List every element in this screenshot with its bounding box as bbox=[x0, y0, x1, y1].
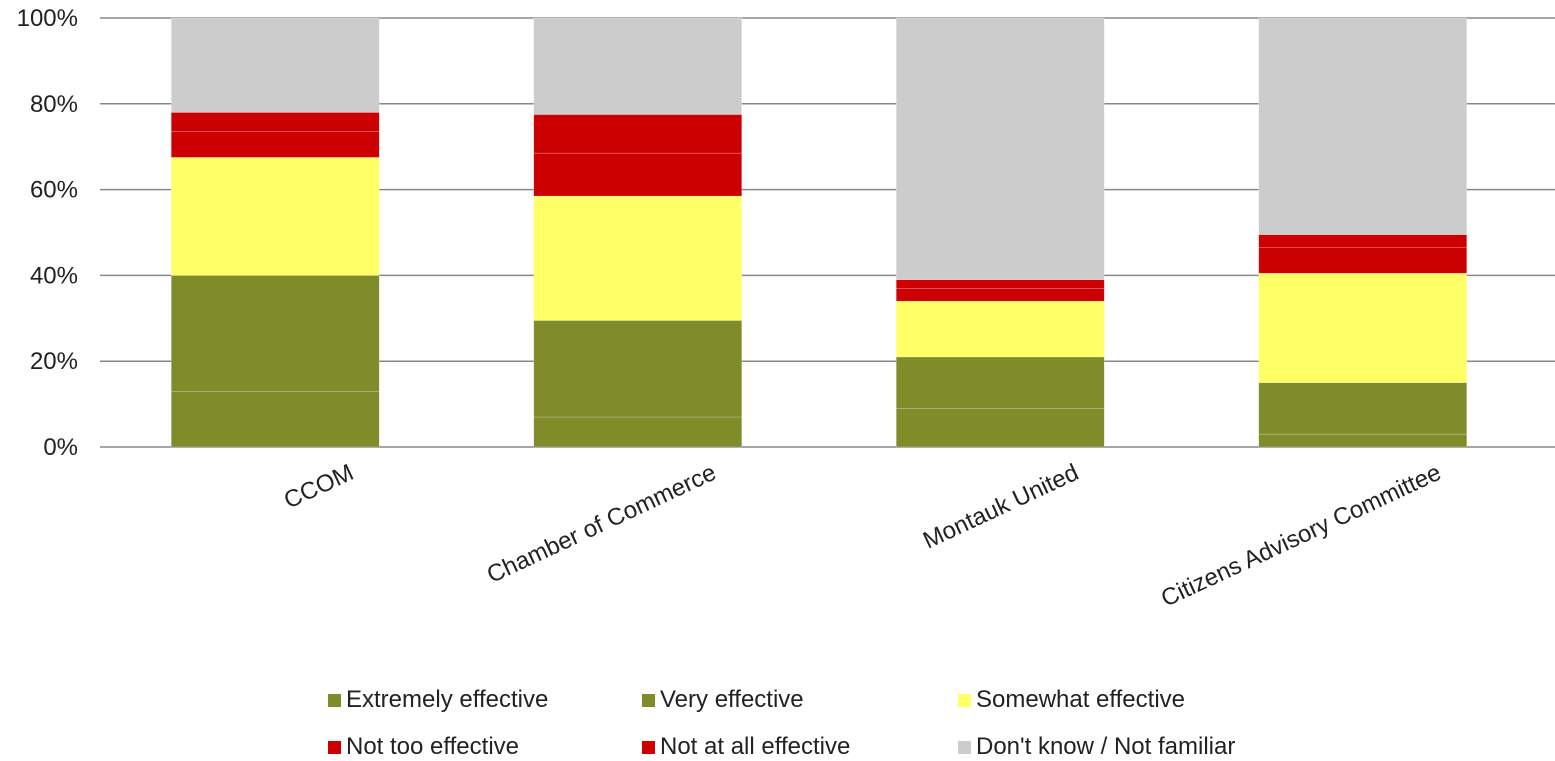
bar-segment-not-too-effective bbox=[1258, 247, 1468, 274]
y-tick-label: 0% bbox=[43, 434, 78, 461]
bar-segment-not-at-all-effective bbox=[533, 114, 743, 154]
bar-segment-very-effective bbox=[170, 275, 380, 392]
bar-segment-not-too-effective bbox=[533, 152, 743, 197]
x-category-label: Chamber of Commerce bbox=[483, 459, 720, 589]
bar-segment-not-at-all-effective bbox=[895, 279, 1105, 289]
bar-segment-somewhat-effective bbox=[533, 195, 743, 321]
y-tick-label: 80% bbox=[30, 91, 78, 118]
bar-segment-very-effective bbox=[895, 356, 1105, 409]
bar-segment-extremely-effective bbox=[170, 390, 380, 448]
bar-segment-don-t-know-not-familiar bbox=[170, 17, 380, 113]
bar-segment-not-too-effective bbox=[170, 131, 380, 158]
bar-segment-not-at-all-effective bbox=[1258, 234, 1468, 248]
bar-segment-extremely-effective bbox=[533, 416, 743, 448]
x-category-label: CCOM bbox=[280, 459, 358, 514]
y-tick-label: 40% bbox=[30, 262, 78, 289]
bar-segment-not-too-effective bbox=[895, 287, 1105, 302]
bar-segment-extremely-effective bbox=[895, 408, 1105, 448]
x-category-label: Montauk United bbox=[919, 459, 1083, 555]
bars bbox=[170, 17, 1468, 448]
y-tick-label: 20% bbox=[30, 348, 78, 375]
bar-segment-somewhat-effective bbox=[895, 300, 1105, 358]
bar-segment-don-t-know-not-familiar bbox=[895, 17, 1105, 280]
y-axis-tick-labels: 0% 20% 40% 60% 80% 100% bbox=[17, 5, 78, 461]
bar-segment-somewhat-effective bbox=[1258, 272, 1468, 383]
bar-segment-not-at-all-effective bbox=[170, 112, 380, 132]
y-tick-label: 60% bbox=[30, 177, 78, 204]
bar-segment-somewhat-effective bbox=[170, 157, 380, 276]
bar-segment-very-effective bbox=[533, 320, 743, 418]
bar-segment-don-t-know-not-familiar bbox=[533, 17, 743, 115]
bar-segment-extremely-effective bbox=[1258, 433, 1468, 448]
bar-segment-don-t-know-not-familiar bbox=[1258, 17, 1468, 235]
x-category-label: Citizens Advisory Committee bbox=[1157, 459, 1445, 613]
y-tick-label: 100% bbox=[17, 5, 78, 32]
bar-segment-very-effective bbox=[1258, 382, 1468, 435]
x-axis-category-labels: CCOM Chamber of Commerce Montauk United Cit… bbox=[280, 459, 1445, 613]
